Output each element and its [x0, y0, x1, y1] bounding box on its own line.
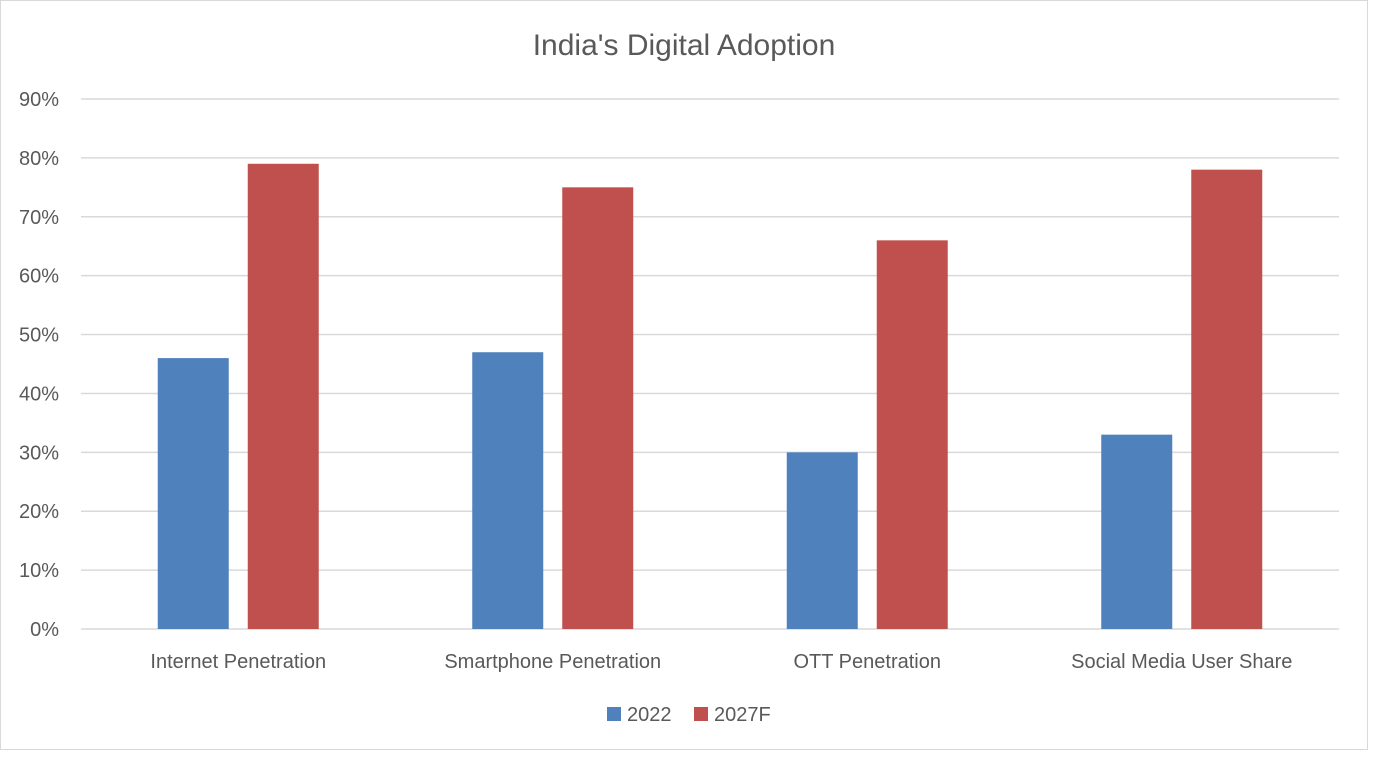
y-axis: 0% 10% 20% 30% 40% 50% 60% 70% 80% 90%: [19, 89, 59, 641]
bar-2027f-internet-penetration: [247, 163, 319, 629]
legend-swatch-2022: [607, 707, 621, 721]
y-tick-label: 50%: [19, 325, 59, 347]
bar-2027f-social-media-user-share: [1191, 169, 1263, 629]
bar-2022-social-media-user-share: [1101, 434, 1173, 629]
legend-label-2027f: 2027F: [714, 704, 771, 726]
legend-swatch-2027f: [694, 707, 708, 721]
y-tick-label: 80%: [19, 148, 59, 170]
y-tick-label: 10%: [19, 560, 59, 582]
y-tick-label: 70%: [19, 207, 59, 229]
y-tick-label: 30%: [19, 442, 59, 464]
y-tick-label: 0%: [30, 619, 59, 641]
x-category-label: Smartphone Penetration: [444, 651, 661, 673]
x-category-label: OTT Penetration: [794, 651, 941, 673]
bar-2022-internet-penetration: [157, 358, 229, 629]
x-category-label: Social Media User Share: [1071, 651, 1292, 673]
bars: [157, 163, 1263, 630]
y-tick-label: 40%: [19, 383, 59, 405]
chart-title: India's Digital Adoption: [533, 29, 836, 62]
legend: 2022 2027F: [607, 704, 771, 726]
x-axis: Internet Penetration Smartphone Penetrati…: [150, 651, 1292, 673]
x-category-label: Internet Penetration: [150, 651, 326, 673]
y-tick-label: 20%: [19, 501, 59, 523]
bar-2027f-smartphone-penetration: [562, 187, 634, 630]
y-tick-label: 60%: [19, 266, 59, 288]
bar-2022-smartphone-penetration: [472, 352, 544, 629]
y-tick-label: 90%: [19, 89, 59, 111]
legend-label-2022: 2022: [627, 704, 672, 726]
bar-2027f-ott-penetration: [876, 240, 948, 630]
bar-2022-ott-penetration: [786, 452, 858, 629]
